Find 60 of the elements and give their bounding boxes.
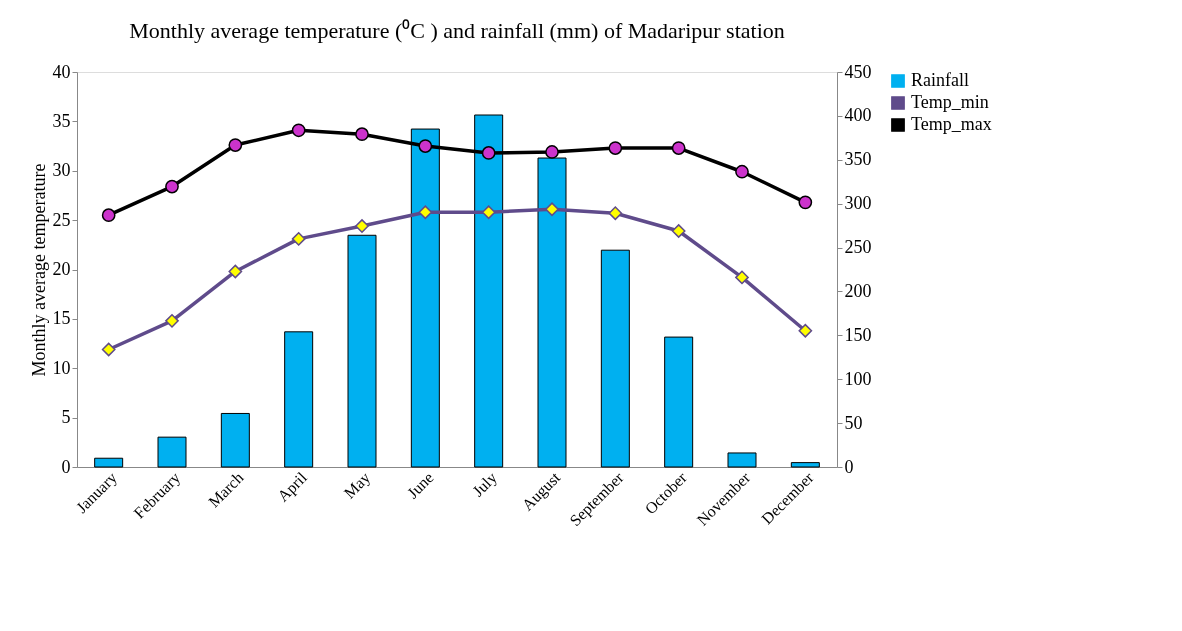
point (671, 224, 686, 238)
point (418, 139, 433, 153)
legend-label: Temp_max (911, 114, 992, 134)
y2-tick-label: 400 (844, 105, 872, 126)
x-tick-label: May (340, 468, 375, 503)
point (228, 138, 243, 152)
y-tick-label: 35 (52, 110, 71, 131)
y2-tick-label: 350 (844, 149, 872, 170)
point (545, 202, 559, 217)
point (481, 205, 496, 220)
point (671, 141, 686, 155)
legend-label: Rainfall (911, 70, 969, 90)
chart-title: Monthly average temperature (⁰C ) and rainfall (mm) of Madaripur station (129, 18, 785, 43)
bar (94, 457, 124, 468)
y-axis-title: Monthly average temperature (28, 163, 49, 377)
y-tick-label: 15 (52, 308, 71, 329)
y-tick-label: 10 (52, 357, 71, 378)
y-tick-label: 30 (52, 160, 71, 181)
bar (347, 234, 377, 468)
y2-tick-label: 50 (844, 412, 863, 433)
point (735, 164, 749, 179)
point (101, 342, 116, 357)
y2-tick-label: 300 (844, 193, 872, 214)
point (355, 219, 369, 233)
y-tick-label: 0 (61, 456, 71, 477)
point (291, 232, 306, 246)
point (798, 195, 813, 210)
point (608, 206, 623, 221)
y2-tick-label: 0 (844, 456, 854, 477)
point (481, 146, 496, 160)
y2-tick-label: 250 (844, 237, 872, 258)
y-tick-label: 40 (52, 61, 71, 82)
bar (157, 436, 187, 468)
point (798, 323, 813, 338)
x-tick-label: July (469, 468, 501, 501)
point (355, 127, 369, 142)
legend-label: Temp_min (911, 92, 989, 112)
x-tick-label: June (403, 468, 437, 502)
y2-tick-label: 150 (844, 324, 872, 345)
y-tick-label: 25 (52, 209, 71, 230)
bar (220, 412, 250, 468)
bar (790, 462, 820, 468)
point (735, 270, 749, 285)
point (101, 208, 116, 223)
y2-tick-label: 450 (844, 61, 872, 82)
y-tick-label: 20 (52, 259, 71, 279)
point (418, 205, 433, 220)
bar (284, 331, 314, 468)
point (165, 179, 179, 194)
bar (600, 249, 630, 468)
y-tick-label: 5 (61, 407, 71, 428)
y2-tick-label: 100 (844, 368, 872, 389)
point (165, 313, 179, 328)
y2-tick-label: 200 (844, 280, 872, 301)
point (291, 123, 306, 138)
point (228, 264, 243, 279)
point (608, 141, 623, 155)
bar (664, 336, 694, 468)
point (545, 145, 559, 159)
bar (727, 452, 757, 468)
